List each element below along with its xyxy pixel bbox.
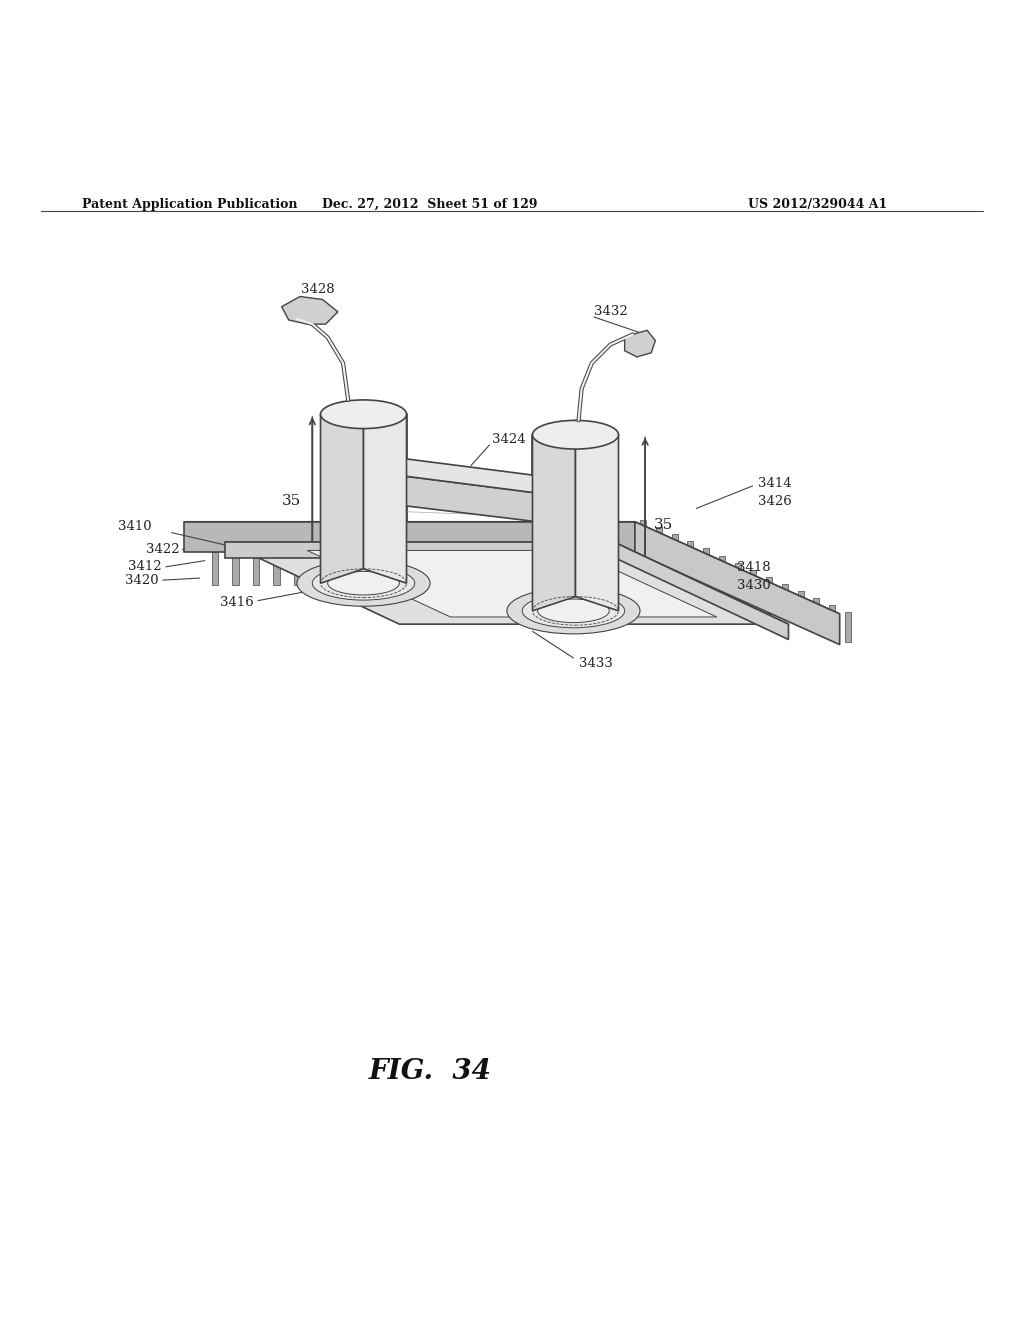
Bar: [355, 553, 361, 585]
Bar: [845, 612, 851, 642]
Bar: [519, 553, 525, 585]
Ellipse shape: [507, 587, 640, 634]
Polygon shape: [364, 400, 407, 583]
Text: 3422: 3422: [145, 543, 179, 556]
Ellipse shape: [532, 420, 618, 449]
Bar: [437, 553, 443, 585]
Text: 3414: 3414: [758, 478, 792, 490]
Ellipse shape: [321, 400, 407, 429]
Bar: [396, 553, 402, 585]
Polygon shape: [575, 420, 618, 611]
Bar: [417, 553, 423, 585]
Bar: [672, 535, 678, 564]
Text: Patent Application Publication: Patent Application Publication: [82, 198, 297, 211]
Text: FIG.  34: FIG. 34: [369, 1059, 492, 1085]
Bar: [253, 553, 259, 585]
Bar: [294, 553, 300, 585]
Text: Dec. 27, 2012  Sheet 51 of 129: Dec. 27, 2012 Sheet 51 of 129: [323, 198, 538, 211]
Polygon shape: [401, 458, 538, 494]
Bar: [232, 553, 239, 585]
Text: 3428: 3428: [301, 284, 334, 297]
Text: 3420: 3420: [125, 574, 159, 586]
Text: 3432: 3432: [594, 305, 628, 318]
Bar: [766, 577, 772, 606]
Text: 3430: 3430: [737, 578, 771, 591]
Bar: [540, 553, 546, 585]
Bar: [687, 541, 693, 570]
Bar: [640, 520, 646, 549]
Bar: [798, 591, 804, 620]
Bar: [458, 553, 464, 585]
Ellipse shape: [522, 594, 625, 628]
Ellipse shape: [328, 572, 399, 595]
Bar: [273, 553, 280, 585]
Text: 3424: 3424: [492, 433, 525, 446]
Bar: [499, 553, 505, 585]
Polygon shape: [614, 543, 788, 639]
Polygon shape: [225, 543, 788, 624]
Polygon shape: [625, 330, 655, 356]
Text: 3418: 3418: [737, 561, 771, 574]
Bar: [560, 553, 566, 585]
Polygon shape: [532, 420, 575, 611]
Text: 3412: 3412: [128, 560, 162, 573]
Text: 3433: 3433: [579, 656, 612, 669]
Bar: [703, 549, 710, 578]
Polygon shape: [184, 521, 840, 614]
Polygon shape: [184, 521, 635, 553]
Bar: [335, 553, 341, 585]
Bar: [212, 553, 218, 585]
Ellipse shape: [312, 566, 415, 601]
Polygon shape: [282, 297, 338, 325]
Bar: [781, 583, 787, 614]
Ellipse shape: [538, 599, 609, 623]
Bar: [655, 527, 662, 557]
Text: 3410: 3410: [118, 520, 152, 533]
Text: US 2012/329044 A1: US 2012/329044 A1: [748, 198, 887, 211]
Bar: [478, 553, 484, 585]
Polygon shape: [635, 521, 840, 644]
Text: 3426: 3426: [758, 495, 792, 508]
Bar: [813, 598, 819, 627]
Bar: [719, 556, 725, 585]
Bar: [751, 570, 757, 599]
Bar: [829, 605, 836, 635]
Text: 35: 35: [283, 494, 301, 508]
Bar: [734, 562, 740, 593]
Polygon shape: [401, 475, 538, 521]
Bar: [376, 553, 382, 585]
Polygon shape: [225, 543, 614, 557]
Polygon shape: [321, 400, 364, 583]
Text: 3416: 3416: [220, 597, 254, 609]
Text: 35: 35: [654, 517, 673, 532]
Ellipse shape: [297, 560, 430, 606]
Bar: [314, 553, 321, 585]
Polygon shape: [307, 550, 717, 616]
